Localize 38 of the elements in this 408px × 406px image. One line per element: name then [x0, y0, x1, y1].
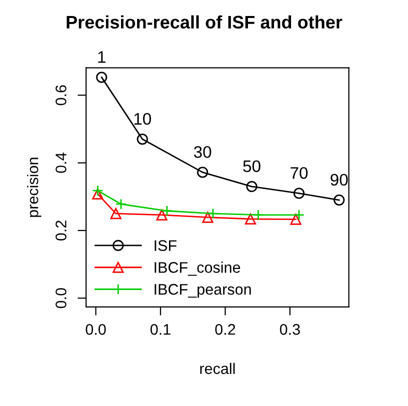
point — [202, 212, 214, 223]
annotation: 70 — [290, 167, 308, 179]
point — [96, 72, 108, 83]
x-tick-label: 0.3 — [280, 324, 300, 335]
point — [293, 209, 305, 220]
point — [246, 180, 258, 192]
point — [115, 198, 127, 210]
legend-label: IBCF_pearson — [154, 284, 251, 298]
annotation: 30 — [194, 146, 212, 158]
point — [92, 188, 104, 200]
point — [207, 208, 218, 220]
y-axis-title: precision — [27, 158, 42, 217]
point — [334, 194, 345, 206]
legend-label: IBCF_cosine — [154, 262, 240, 276]
point — [92, 185, 104, 196]
point — [244, 213, 256, 225]
point — [290, 214, 302, 225]
annotation: 50 — [243, 160, 260, 172]
x-tick-label: 0.0 — [86, 324, 106, 335]
point — [293, 188, 305, 199]
x-tick-label: 0.1 — [150, 324, 170, 335]
point — [136, 134, 148, 145]
annotation: 1 — [98, 51, 106, 63]
point — [161, 205, 173, 216]
point — [156, 209, 168, 220]
x-tick-label: 0.2 — [215, 324, 236, 335]
y-tick-label: 0.0 — [56, 288, 66, 308]
y-tick-label: 0.6 — [56, 85, 66, 106]
point — [110, 208, 122, 220]
annotation: 90 — [330, 174, 348, 186]
annotation: 10 — [134, 112, 152, 125]
y-tick-label: 0.4 — [56, 152, 66, 173]
y-tick-label: 0.2 — [56, 220, 66, 241]
legend-label: ISF — [154, 240, 176, 251]
x-axis-title: recall — [200, 362, 235, 374]
chart-title: Precision-recall of ISF and other — [66, 15, 342, 29]
point — [252, 209, 264, 220]
point — [197, 166, 208, 178]
